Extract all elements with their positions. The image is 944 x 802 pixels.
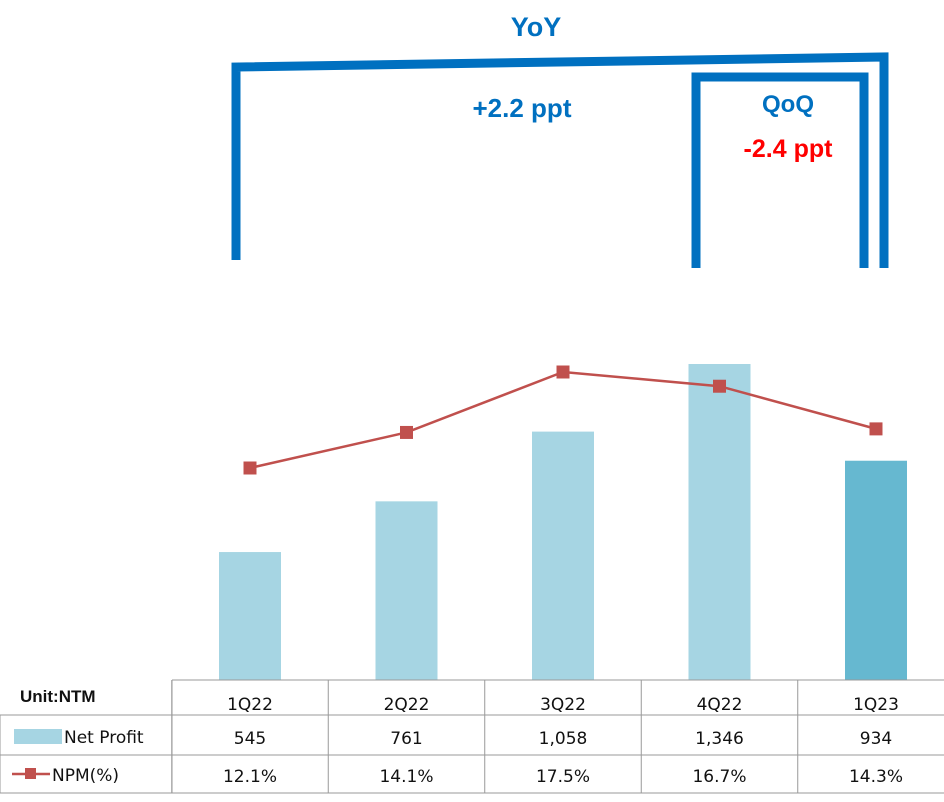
net-profit-bar-2q22 — [375, 501, 438, 680]
npm-point-3q22 — [556, 365, 570, 379]
table-cell-net-profit-3q22: 1,058 — [539, 729, 588, 749]
net-profit-bar-4q22 — [688, 364, 751, 680]
table-cell-net-profit-1q22: 545 — [234, 729, 266, 749]
yoy-bracket: YoY +2.2 ppt — [231, 12, 889, 268]
yoy-label: YoY — [511, 12, 562, 42]
table-cell-npm-4q22: 16.7% — [692, 767, 746, 787]
qoq-bracket: QoQ -2.4 ppt — [691, 72, 869, 268]
npm-row-label: NPM(%) — [52, 766, 119, 786]
npm-legend-marker — [25, 768, 36, 779]
qoq-label: QoQ — [762, 91, 814, 118]
qoq-change: -2.4 ppt — [744, 135, 834, 163]
category-label-1q23: 1Q23 — [853, 695, 899, 715]
net-profit-bar-1q22 — [219, 552, 281, 680]
yoy-bracket-line — [231, 52, 889, 268]
table-cell-npm-2q22: 14.1% — [379, 767, 433, 787]
yoy-change: +2.2 ppt — [473, 93, 572, 123]
table-cell-net-profit-2q22: 761 — [390, 729, 422, 749]
category-label-2q22: 2Q22 — [384, 695, 430, 715]
net-profit-bar-1q23 — [845, 460, 907, 680]
data-table: Unit:NTM Net Profit NPM(%) 1Q22 2Q22 3Q22 4… — [0, 679, 944, 794]
net-profit-bar-3q22 — [532, 431, 594, 680]
table-cell-npm-1q22: 12.1% — [223, 767, 277, 787]
net-profit-legend-swatch — [14, 729, 62, 744]
category-label-3q22: 3Q22 — [540, 695, 586, 715]
net-profit-row-label: Net Profit — [64, 728, 144, 748]
bars-layer — [219, 364, 907, 680]
npm-point-1q22 — [243, 461, 257, 475]
table-cell-net-profit-1q23: 934 — [860, 729, 892, 749]
npm-point-2q22 — [400, 425, 413, 439]
table-cell-npm-3q22: 17.5% — [536, 767, 590, 787]
category-label-1q22: 1Q22 — [227, 695, 273, 715]
unit-label: Unit:NTM — [20, 687, 96, 706]
npm-point-4q22 — [713, 379, 726, 393]
qoq-bracket-line — [691, 72, 869, 268]
npm-line-layer — [243, 365, 883, 475]
table-cell-net-profit-4q22: 1,346 — [695, 729, 744, 749]
category-label-4q22: 4Q22 — [697, 695, 743, 715]
npm-point-1q23 — [869, 422, 883, 436]
table-cell-npm-1q23: 14.3% — [849, 767, 903, 787]
